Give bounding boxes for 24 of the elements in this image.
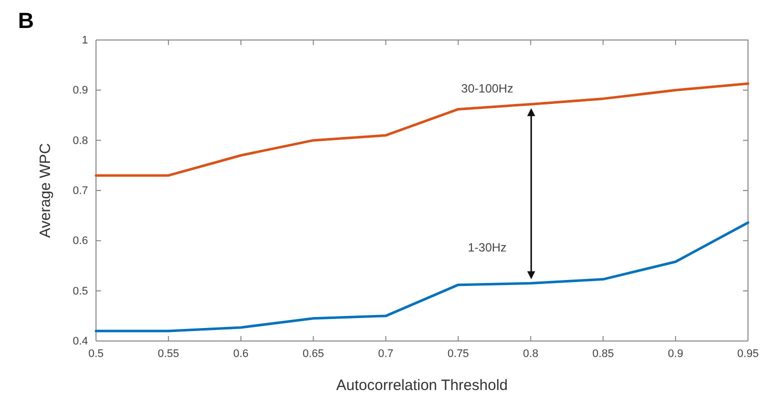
- x-tick-label: 0.55: [158, 348, 180, 360]
- text: 1-30Hz: [468, 240, 507, 254]
- y-tick-label: 0.7: [72, 185, 88, 198]
- y-tick-label: 0.9: [72, 84, 88, 97]
- x-tick-label: 0.9: [668, 348, 684, 360]
- x-tick-label: 0.5: [88, 348, 104, 360]
- x-tick-label: 0.8: [523, 348, 538, 360]
- x-tick-label: 0.95: [737, 348, 759, 360]
- y-tick-label: 0.8: [72, 134, 88, 147]
- x-tick-label: 0.85: [592, 348, 614, 360]
- x-tick-label: 0.7: [378, 348, 394, 360]
- line-series: [94, 221, 750, 332]
- x-tick-label: 0.75: [448, 348, 469, 360]
- series-label: 30-100Hz: [461, 81, 514, 96]
- x-axis-title: Autocorrelation Threshold: [336, 377, 508, 394]
- y-tick-label: 1: [82, 34, 88, 47]
- x-tick-label: 0.65: [302, 348, 324, 360]
- y-axis-title: Average WPC: [37, 142, 54, 238]
- y-tick-label: 0.4: [72, 336, 88, 348]
- line-series: [94, 82, 750, 177]
- y-tick-label: 0.5: [72, 285, 88, 298]
- x-tick-label: 0.6: [233, 348, 249, 360]
- chart-title: B: [18, 8, 34, 33]
- y-tick-label: 0.6: [72, 235, 88, 248]
